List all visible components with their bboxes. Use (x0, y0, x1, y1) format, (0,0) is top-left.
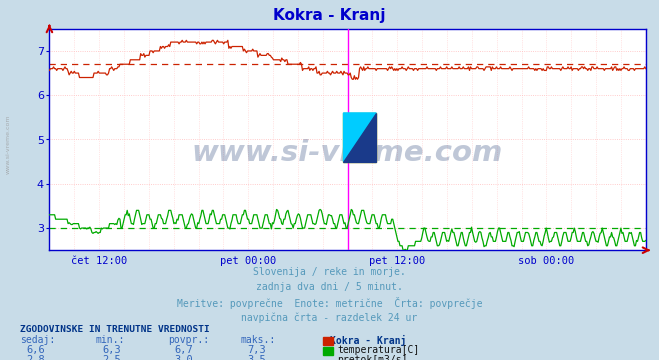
Polygon shape (343, 113, 376, 162)
Text: pet 12:00: pet 12:00 (369, 256, 425, 266)
Text: www.si-vreme.com: www.si-vreme.com (5, 114, 11, 174)
Text: 2,5: 2,5 (102, 355, 121, 360)
Polygon shape (343, 113, 376, 162)
Text: Meritve: povprečne  Enote: metrične  Črta: povprečje: Meritve: povprečne Enote: metrične Črta:… (177, 297, 482, 309)
Text: 2,8: 2,8 (26, 355, 45, 360)
Text: temperatura[C]: temperatura[C] (337, 345, 420, 355)
Text: pretok[m3/s]: pretok[m3/s] (337, 355, 408, 360)
Text: Kokra - Kranj: Kokra - Kranj (273, 8, 386, 23)
Text: www.si-vreme.com: www.si-vreme.com (192, 139, 503, 167)
Text: 3,0: 3,0 (175, 355, 193, 360)
Text: Kokra - Kranj: Kokra - Kranj (330, 335, 406, 346)
Text: pet 00:00: pet 00:00 (220, 256, 276, 266)
Text: sedaj:: sedaj: (20, 335, 55, 345)
Text: Slovenija / reke in morje.: Slovenija / reke in morje. (253, 267, 406, 277)
Text: 6,7: 6,7 (175, 345, 193, 355)
Text: zadnja dva dni / 5 minut.: zadnja dva dni / 5 minut. (256, 282, 403, 292)
Text: sob 00:00: sob 00:00 (518, 256, 575, 266)
Text: povpr.:: povpr.: (168, 335, 209, 345)
Text: 7,3: 7,3 (247, 345, 266, 355)
Bar (343, 113, 376, 162)
Text: ZGODOVINSKE IN TRENUTNE VREDNOSTI: ZGODOVINSKE IN TRENUTNE VREDNOSTI (20, 325, 210, 334)
Text: čet 12:00: čet 12:00 (71, 256, 127, 266)
Text: 6,6: 6,6 (26, 345, 45, 355)
Text: 6,3: 6,3 (102, 345, 121, 355)
Text: maks.:: maks.: (241, 335, 275, 345)
Text: min.:: min.: (96, 335, 125, 345)
Text: 3,5: 3,5 (247, 355, 266, 360)
Text: navpična črta - razdelek 24 ur: navpična črta - razdelek 24 ur (241, 312, 418, 323)
